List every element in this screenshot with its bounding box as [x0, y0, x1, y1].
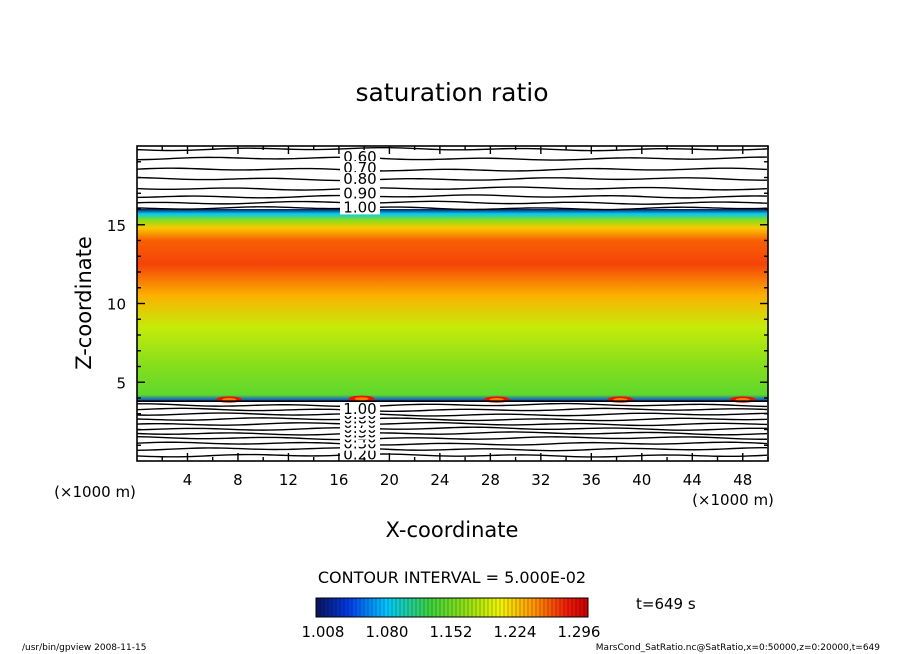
lower-contour-label-bg-8 — [340, 402, 380, 417]
upper-contour-line-3 — [137, 176, 767, 182]
colorbar-tick-4: 1.296 — [558, 623, 601, 641]
upper-contour-label-3: 0.90 — [343, 184, 376, 202]
y-axis-ticks: 5 10 15 — [107, 161, 768, 446]
lower-contour-line-5 — [137, 426, 768, 431]
x-tick-label-16: 16 — [329, 471, 348, 489]
x-tick-label-40: 40 — [632, 471, 651, 489]
x-tick-label-32: 32 — [531, 471, 550, 489]
colorbar-tick-0: 1.008 — [302, 623, 345, 641]
upper-contour-line-1 — [137, 156, 768, 161]
lower-contour-lines — [137, 402, 768, 458]
x-tick-label-48: 48 — [733, 471, 752, 489]
hot-spots — [137, 395, 768, 403]
lower-contour-line-7 — [137, 417, 768, 422]
upper-contour-label-bg-3 — [340, 186, 380, 201]
x-axis-unit: (×1000 m) — [692, 491, 774, 509]
lower-contour-line-9 — [137, 407, 768, 413]
lower-contour-line-10 — [137, 402, 768, 408]
y-tick-label-15: 15 — [107, 217, 126, 235]
lower-contour-line-2 — [137, 441, 768, 446]
upper-contour-label-4: 1.00 — [343, 198, 376, 216]
x-tick-label-44: 44 — [683, 471, 702, 489]
y-axis-label: Z-coordinate — [72, 236, 96, 370]
chart-title: saturation ratio — [355, 78, 548, 107]
upper-contour-line-2 — [137, 167, 768, 172]
x-axis-ticks: 4 8 12 16 20 24 28 32 36 40 44 48 — [161, 146, 769, 489]
lower-contour-line-1 — [137, 446, 768, 452]
x-tick-label-4: 4 — [183, 471, 193, 489]
upper-contour-label-bg-1 — [340, 161, 380, 176]
z-axis-unit: (×1000 m) — [54, 483, 136, 501]
lower-contour-line-8 — [137, 412, 768, 417]
colorbar-tick-labels: 1.008 1.080 1.152 1.224 1.296 — [302, 623, 601, 641]
x-tick-label-36: 36 — [582, 471, 601, 489]
plot-area — [137, 146, 768, 458]
x-tick-label-24: 24 — [430, 471, 449, 489]
lower-contour-line-3 — [137, 436, 767, 441]
time-label: t=649 s — [636, 595, 696, 613]
lower-contour-line-6 — [137, 421, 768, 427]
lower-contour-line-0 — [137, 453, 768, 458]
upper-contour-label-bg-0 — [340, 150, 380, 165]
lower-contour-label-8: 1.00 — [343, 400, 376, 418]
upper-contour-line-4 — [137, 186, 768, 191]
upper-contour-line-6 — [137, 200, 768, 205]
x-tick-label-20: 20 — [380, 471, 399, 489]
upper-contour-label-bg-4 — [340, 200, 380, 215]
lower-contour-line-4 — [137, 431, 768, 436]
upper-contour-label-bg-2 — [340, 172, 380, 187]
x-tick-label-8: 8 — [233, 471, 243, 489]
upper-contour-labels: 0.600.700.800.901.00 — [340, 148, 380, 216]
colorbar-tick-3: 1.224 — [494, 623, 537, 641]
upper-contour-line-5 — [137, 194, 768, 199]
x-axis-label: X-coordinate — [386, 518, 519, 542]
upper-contour-lines — [137, 146, 768, 211]
colorbar-tick-2: 1.152 — [430, 623, 473, 641]
upper-contour-line-7 — [137, 206, 768, 211]
colorbar-stripes — [319, 598, 585, 617]
x-tick-label-28: 28 — [481, 471, 500, 489]
lower-contour-label-bg-0 — [340, 447, 380, 462]
x-tick-label-12: 12 — [279, 471, 298, 489]
lower-contour-labels: 0.200.300.400.500.600.700.800.901.00 — [340, 400, 380, 464]
contour-interval: CONTOUR INTERVAL = 5.000E-02 — [318, 568, 586, 587]
y-tick-label-10: 10 — [107, 296, 126, 314]
hot-spot-core-1 — [354, 397, 369, 401]
filled-band — [137, 209, 768, 402]
y-tick-label-5: 5 — [116, 374, 126, 392]
footer-right: MarsCond_SatRatio.nc@SatRatio,x=0:50000,… — [596, 643, 880, 653]
footer-left: /usr/bin/gpview 2008-11-15 — [22, 643, 146, 653]
colorbar — [315, 597, 589, 618]
upper-contour-line-0 — [137, 146, 768, 152]
upper-contour-label-2: 0.80 — [343, 170, 376, 188]
colorbar-tick-1: 1.080 — [366, 623, 409, 641]
